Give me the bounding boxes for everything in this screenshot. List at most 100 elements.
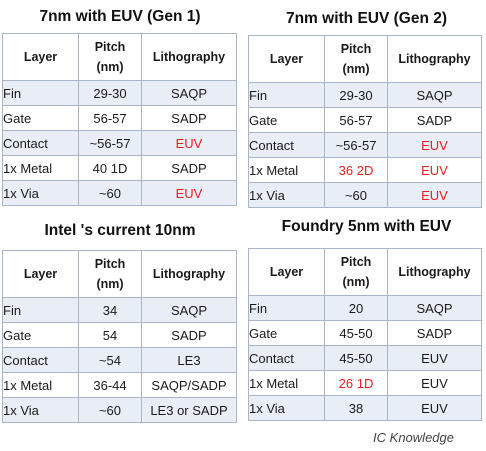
lithography-cell: SADP — [141, 322, 237, 348]
header-pitch: Pitch (nm) — [78, 250, 142, 298]
pitch-table: Layer Pitch (nm) Lithography Fin 34 SAQP Ga… — [2, 250, 237, 423]
layer-cell: 1x Via — [2, 180, 79, 206]
header-layer: Layer — [2, 250, 79, 298]
table-row: 1x Via ~60 EUV — [2, 180, 237, 206]
panel-title: 7nm with EUV (Gen 1) — [39, 8, 201, 25]
lithography-cell: SAQP — [141, 297, 237, 323]
lithography-cell: EUV — [141, 180, 237, 206]
panel-intel-10nm: Intel 's current 10nm Layer Pitch (nm) Li… — [0, 215, 240, 430]
panel-7nm-euv-gen1: 7nm with EUV (Gen 1) Layer Pitch (nm) Lit… — [0, 0, 240, 215]
layer-cell: Gate — [248, 107, 325, 133]
lithography-cell: EUV — [387, 182, 482, 208]
pitch-cell: ~54 — [78, 347, 142, 373]
pitch-cell: 34 — [78, 297, 142, 323]
pitch-cell: 20 — [324, 295, 388, 321]
pitch-cell: 40 1D — [78, 155, 142, 181]
table-row: 1x Via ~60 EUV — [248, 182, 482, 208]
layer-cell: 1x Metal — [2, 372, 79, 398]
pitch-cell: 36-44 — [78, 372, 142, 398]
table-header-row: Layer Pitch (nm) Lithography — [2, 250, 237, 298]
panel-title: Foundry 5nm with EUV — [281, 218, 452, 235]
table-header-row: Layer Pitch (nm) Lithography — [2, 33, 237, 81]
table-row: Gate 56-57 SADP — [248, 107, 482, 133]
table-row: Contact ~54 LE3 — [2, 347, 237, 373]
panel-7nm-euv-gen2: 7nm with EUV (Gen 2) Layer Pitch (nm) Lit… — [247, 0, 486, 215]
pitch-table: Layer Pitch (nm) Lithography Fin 29-30 SAQP… — [2, 33, 237, 206]
lithography-cell: LE3 — [141, 347, 237, 373]
header-lithography: Lithography — [141, 250, 237, 298]
layer-cell: 1x Via — [248, 182, 325, 208]
pitch-cell: 26 1D — [324, 370, 388, 396]
table-row: Gate 56-57 SADP — [2, 105, 237, 131]
layer-cell: 1x Via — [2, 397, 79, 423]
layer-cell: 1x Metal — [2, 155, 79, 181]
lithography-cell: EUV — [387, 370, 482, 396]
header-lithography: Lithography — [141, 33, 237, 81]
layer-cell: 1x Metal — [248, 370, 325, 396]
lithography-cell: SADP — [141, 155, 237, 181]
pitch-cell: 45-50 — [324, 345, 388, 371]
table-row: 1x Via 38 EUV — [248, 395, 482, 421]
layer-cell: Contact — [2, 347, 79, 373]
table-row: 1x Metal 36-44 SAQP/SADP — [2, 372, 237, 398]
layer-cell: 1x Via — [248, 395, 325, 421]
lithography-cell: SAQP — [387, 295, 482, 321]
pitch-cell: 45-50 — [324, 320, 388, 346]
header-layer: Layer — [2, 33, 79, 81]
layer-cell: Gate — [2, 322, 79, 348]
lithography-cell: LE3 or SADP — [141, 397, 237, 423]
layer-cell: Contact — [248, 345, 325, 371]
table-row: 1x Metal 40 1D SADP — [2, 155, 237, 181]
table-row: Contact ~56-57 EUV — [248, 132, 482, 158]
lithography-cell: EUV — [387, 395, 482, 421]
lithography-cell: SAQP — [141, 80, 237, 106]
lithography-cell: SADP — [387, 107, 482, 133]
table-row: Contact ~56-57 EUV — [2, 130, 237, 156]
header-pitch: Pitch (nm) — [78, 33, 142, 81]
header-layer: Layer — [248, 248, 325, 296]
pitch-cell: 56-57 — [324, 107, 388, 133]
header-layer: Layer — [248, 35, 325, 83]
lithography-cell: SAQP — [387, 82, 482, 108]
lithography-cell: SAQP/SADP — [141, 372, 237, 398]
panel-foundry-5nm-euv: Foundry 5nm with EUV Layer Pitch (nm) Lit… — [247, 215, 486, 430]
pitch-cell: ~56-57 — [78, 130, 142, 156]
pitch-cell: ~60 — [78, 180, 142, 206]
table-row: Fin 34 SAQP — [2, 297, 237, 323]
pitch-cell: 56-57 — [78, 105, 142, 131]
table-row: 1x Metal 36 2D EUV — [248, 157, 482, 183]
layer-cell: 1x Metal — [248, 157, 325, 183]
header-lithography: Lithography — [387, 248, 482, 296]
table-row: 1x Metal 26 1D EUV — [248, 370, 482, 396]
pitch-cell: 36 2D — [324, 157, 388, 183]
panel-title: 7nm with EUV (Gen 2) — [285, 10, 448, 27]
pitch-cell: 54 — [78, 322, 142, 348]
table-row: Fin 20 SAQP — [248, 295, 482, 321]
table-header-row: Layer Pitch (nm) Lithography — [248, 248, 482, 296]
table-row: 1x Via ~60 LE3 or SADP — [2, 397, 237, 423]
header-pitch: Pitch (nm) — [324, 35, 388, 83]
lithography-cell: SADP — [141, 105, 237, 131]
table-row: Gate 54 SADP — [2, 322, 237, 348]
table-row: Fin 29-30 SAQP — [248, 82, 482, 108]
pitch-table: Layer Pitch (nm) Lithography Fin 29-30 SAQP… — [248, 35, 482, 208]
pitch-table: Layer Pitch (nm) Lithography Fin 20 SAQP Ga… — [248, 248, 482, 421]
layer-cell: Contact — [2, 130, 79, 156]
lithography-cell: EUV — [387, 345, 482, 371]
layer-cell: Gate — [2, 105, 79, 131]
lithography-cell: EUV — [141, 130, 237, 156]
header-pitch: Pitch (nm) — [324, 248, 388, 296]
table-row: Fin 29-30 SAQP — [2, 80, 237, 106]
lithography-cell: EUV — [387, 132, 482, 158]
lithography-cell: SADP — [387, 320, 482, 346]
pitch-cell: ~56-57 — [324, 132, 388, 158]
panel-title: Intel 's current 10nm — [44, 222, 196, 239]
table-row: Contact 45-50 EUV — [248, 345, 482, 371]
table-header-row: Layer Pitch (nm) Lithography — [248, 35, 482, 83]
layer-cell: Fin — [248, 82, 325, 108]
pitch-cell: ~60 — [324, 182, 388, 208]
pitch-cell: ~60 — [78, 397, 142, 423]
pitch-cell: 29-30 — [324, 82, 388, 108]
layer-cell: Fin — [2, 80, 79, 106]
pitch-cell: 29-30 — [78, 80, 142, 106]
